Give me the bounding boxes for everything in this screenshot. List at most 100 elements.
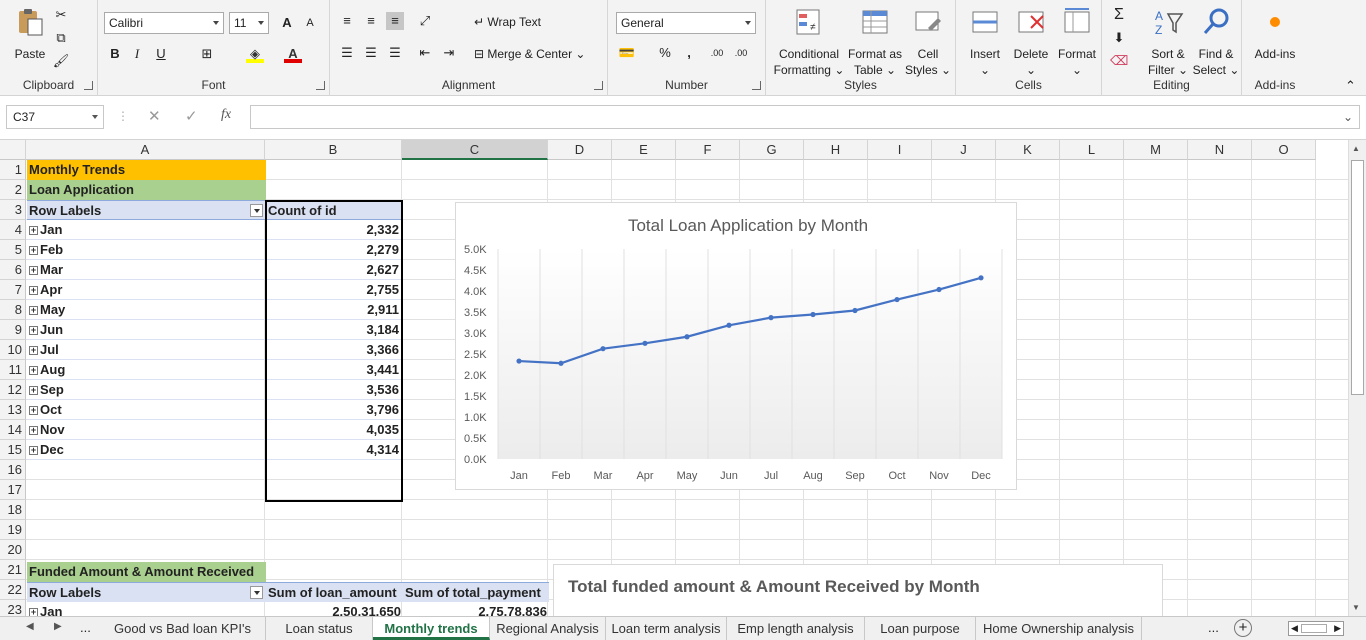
row-header-19[interactable]: 19 xyxy=(0,520,26,540)
column-header-c[interactable]: C xyxy=(402,140,548,160)
title-cell[interactable]: Monthly Trends xyxy=(27,160,266,180)
insert-function-button[interactable]: fx xyxy=(221,107,232,122)
decrease-decimal-button[interactable]: .00 xyxy=(734,48,748,58)
row-header-16[interactable]: 16 xyxy=(0,460,26,480)
pivot1-row-label[interactable]: + Mar xyxy=(27,260,266,280)
insert-button[interactable]: Insert ⌄ xyxy=(962,6,1008,78)
expand-icon[interactable]: + xyxy=(29,345,38,355)
pivot1-row-labels-cell[interactable]: Row Labels xyxy=(27,200,266,220)
loan-application-cell[interactable]: Loan Application xyxy=(27,180,266,200)
sheet-tab[interactable]: Loan purpose xyxy=(865,617,976,640)
expand-icon[interactable]: + xyxy=(29,607,38,616)
expand-icon[interactable]: + xyxy=(29,365,38,375)
row-header-17[interactable]: 17 xyxy=(0,480,26,500)
column-header-o[interactable]: O xyxy=(1252,140,1316,160)
row-header-14[interactable]: 14 xyxy=(0,420,26,440)
align-right-icon[interactable]: ☰ xyxy=(389,45,401,60)
alignment-launcher-icon[interactable] xyxy=(594,81,603,90)
expand-icon[interactable]: + xyxy=(29,265,38,275)
pivot1-count-value[interactable]: 4,035 xyxy=(266,420,401,440)
next-sheet-icon[interactable]: ▶ xyxy=(54,621,62,632)
align-bottom-icon[interactable]: ≡ xyxy=(386,12,404,30)
pivot2-total-payment-header[interactable]: Sum of total_payment xyxy=(403,582,549,602)
pivot2-loan-amount-header[interactable]: Sum of loan_amount xyxy=(266,582,403,602)
scroll-down-icon[interactable]: ▼ xyxy=(1352,603,1360,612)
format-painter-icon[interactable]: 🖌 xyxy=(52,53,70,68)
scroll-up-icon[interactable]: ▲ xyxy=(1352,144,1360,153)
decrease-indent-icon[interactable]: ⇤ xyxy=(419,45,431,60)
sheet-tab[interactable]: Loan status xyxy=(266,617,373,640)
pivot1-row-label[interactable]: + Feb xyxy=(27,240,266,260)
row-header-8[interactable]: 8 xyxy=(0,300,26,320)
expand-icon[interactable]: + xyxy=(29,445,38,455)
row-header-15[interactable]: 15 xyxy=(0,440,26,460)
row-header-22[interactable]: 22 xyxy=(0,580,26,600)
column-header-e[interactable]: E xyxy=(612,140,676,160)
align-top-icon[interactable]: ≡ xyxy=(343,13,351,28)
cell-styles-button[interactable]: Cell Styles ⌄ xyxy=(904,6,952,78)
vertical-scroll-thumb[interactable] xyxy=(1351,160,1364,395)
orientation-icon[interactable]: ⤢ xyxy=(419,13,431,28)
expand-icon[interactable]: + xyxy=(29,425,38,435)
conditional-formatting-button[interactable]: ≠ Conditional Formatting ⌄ xyxy=(772,6,846,78)
more-sheets-right-button[interactable]: ... xyxy=(1208,620,1219,635)
sheet-tab[interactable]: Loan term analysis xyxy=(606,617,727,640)
wrap-text-button[interactable]: ↵ Wrap Text xyxy=(474,15,541,29)
align-middle-icon[interactable]: ≡ xyxy=(367,13,375,28)
row-header-10[interactable]: 10 xyxy=(0,340,26,360)
scroll-right-icon[interactable]: ▶ xyxy=(1334,623,1341,633)
clear-icon[interactable]: ⌫ xyxy=(1110,53,1129,68)
enter-icon[interactable]: ✓ xyxy=(185,108,198,125)
bold-button[interactable]: B xyxy=(110,46,120,61)
filter-dropdown-icon[interactable] xyxy=(250,204,263,217)
column-header-f[interactable]: F xyxy=(676,140,740,160)
row-header-6[interactable]: 6 xyxy=(0,260,26,280)
number-launcher-icon[interactable] xyxy=(752,81,761,90)
fill-color-icon[interactable]: ◈ xyxy=(246,45,264,63)
column-header-h[interactable]: H xyxy=(804,140,868,160)
filter-dropdown-icon[interactable] xyxy=(250,586,263,599)
pivot2-row-labels-cell[interactable]: Row Labels xyxy=(27,582,266,602)
sheet-tab[interactable]: Home Ownership analysis xyxy=(976,617,1142,640)
column-header-m[interactable]: M xyxy=(1124,140,1188,160)
sheet-tab[interactable]: Emp length analysis xyxy=(727,617,865,640)
shrink-font-button[interactable]: A xyxy=(306,17,314,29)
row-header-12[interactable]: 12 xyxy=(0,380,26,400)
formula-input[interactable]: ⌄ xyxy=(250,105,1360,129)
pivot1-count-header[interactable]: Count of id xyxy=(266,200,403,220)
pivot1-row-label[interactable]: + Sep xyxy=(27,380,266,400)
expand-icon[interactable]: + xyxy=(29,225,38,235)
pivot1-row-label[interactable]: + Jul xyxy=(27,340,266,360)
column-header-k[interactable]: K xyxy=(996,140,1060,160)
name-box[interactable]: C37 xyxy=(6,105,104,129)
row-header-3[interactable]: 3 xyxy=(0,200,26,220)
more-sheets-left-button[interactable]: ... xyxy=(80,620,91,635)
grow-font-button[interactable]: A xyxy=(282,15,292,30)
pivot1-count-value[interactable]: 4,314 xyxy=(266,440,401,460)
row-header-21[interactable]: 21 xyxy=(0,560,26,580)
row-header-2[interactable]: 2 xyxy=(0,180,26,200)
fill-icon[interactable]: ⬇ xyxy=(1113,30,1125,45)
loan-application-chart[interactable]: Total Loan Application by Month 0.0K 0.5K 1… xyxy=(455,202,1017,490)
number-format-select[interactable]: General xyxy=(616,12,756,34)
font-size-select[interactable]: 11 xyxy=(229,12,269,34)
row-header-1[interactable]: 1 xyxy=(0,160,26,180)
prev-sheet-icon[interactable]: ◀ xyxy=(26,621,34,632)
addins-button[interactable]: Add-ins xyxy=(1248,6,1302,62)
select-all-corner[interactable] xyxy=(0,140,26,160)
cut-icon[interactable]: ✂ xyxy=(55,7,67,22)
comma-button[interactable]: , xyxy=(687,45,691,60)
delete-button[interactable]: Delete ⌄ xyxy=(1008,6,1054,78)
increase-indent-icon[interactable]: ⇥ xyxy=(443,45,455,60)
pivot1-row-label[interactable]: + May xyxy=(27,300,266,320)
pivot1-count-value[interactable]: 2,911 xyxy=(266,300,401,320)
column-header-g[interactable]: G xyxy=(740,140,804,160)
expand-icon[interactable]: + xyxy=(29,305,38,315)
row-header-5[interactable]: 5 xyxy=(0,240,26,260)
pivot2-total-payment-value[interactable]: 2,75,78,836 xyxy=(478,604,547,616)
funded-section-cell[interactable]: Funded Amount & Amount Received xyxy=(27,562,266,582)
expand-icon[interactable]: + xyxy=(29,405,38,415)
format-as-table-button[interactable]: Format as Table ⌄ xyxy=(846,6,904,78)
pivot1-count-value[interactable]: 2,332 xyxy=(266,220,401,240)
cancel-icon[interactable]: ✕ xyxy=(148,108,161,125)
